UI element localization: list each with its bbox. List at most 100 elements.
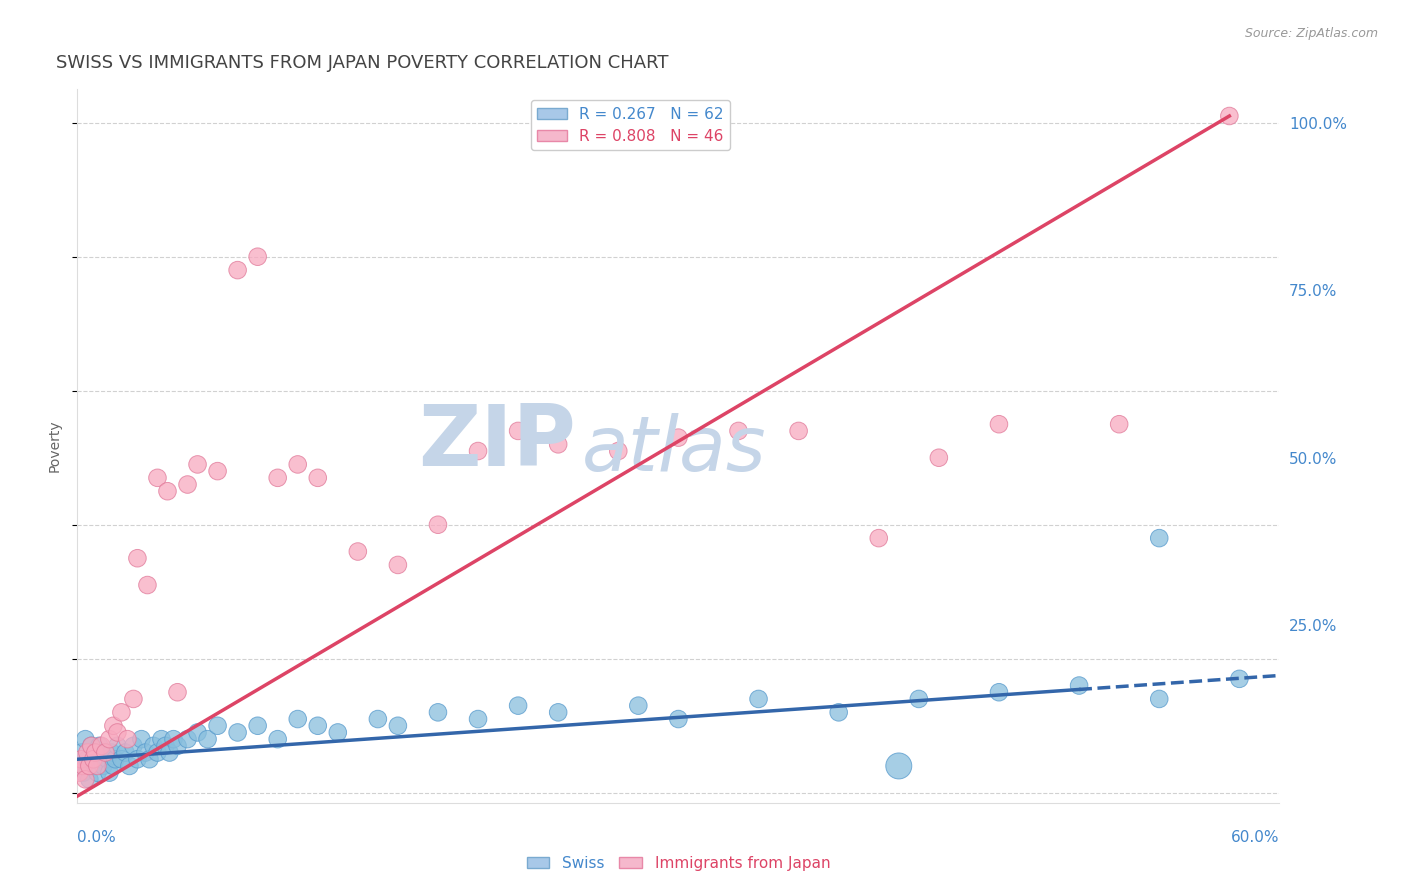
Point [118, 759, 141, 773]
Point [508, 424, 530, 438]
Point [908, 692, 931, 706]
Point [90, 739, 112, 753]
Point [387, 558, 409, 572]
Point [122, 692, 145, 706]
Point [70, 752, 93, 766]
Point [1108, 417, 1130, 432]
Point [607, 444, 630, 458]
Point [80, 739, 103, 753]
Point [104, 752, 127, 766]
Point [1229, 672, 1251, 686]
Point [86, 765, 108, 780]
Point [787, 424, 810, 438]
Point [988, 417, 1011, 432]
Point [146, 471, 169, 485]
Point [82, 759, 104, 773]
Point [159, 746, 181, 760]
Point [387, 719, 409, 733]
Point [427, 517, 450, 532]
Point [103, 719, 125, 733]
Point [96, 752, 118, 766]
Point [82, 752, 104, 766]
Point [86, 759, 108, 773]
Text: ZIP: ZIP [419, 401, 576, 484]
Point [127, 551, 149, 566]
Point [226, 725, 249, 739]
Point [207, 719, 229, 733]
Point [467, 712, 489, 726]
Point [107, 725, 129, 739]
Point [727, 424, 749, 438]
Point [72, 765, 94, 780]
Point [155, 739, 177, 753]
Point [668, 712, 690, 726]
Point [246, 250, 269, 264]
Point [467, 444, 489, 458]
Point [166, 739, 188, 753]
Point [94, 746, 117, 760]
Point [156, 484, 179, 499]
Point [72, 759, 94, 773]
Point [547, 437, 569, 451]
Point [142, 739, 165, 753]
Point [146, 746, 169, 760]
Point [117, 732, 139, 747]
Point [150, 732, 173, 747]
Point [94, 746, 117, 760]
Point [197, 732, 219, 747]
Y-axis label: Poverty: Poverty [48, 420, 62, 472]
Point [138, 752, 160, 766]
Point [508, 698, 530, 713]
Point [100, 746, 122, 760]
Point [114, 746, 136, 760]
Text: 0.0%: 0.0% [77, 830, 117, 845]
Point [76, 752, 98, 766]
Point [166, 685, 188, 699]
Point [207, 464, 229, 478]
Point [427, 706, 450, 720]
Point [98, 765, 121, 780]
Point [90, 752, 112, 766]
Point [176, 477, 198, 491]
Text: atlas: atlas [582, 413, 766, 486]
Point [347, 544, 370, 558]
Point [176, 732, 198, 747]
Point [267, 732, 290, 747]
Point [868, 531, 890, 545]
Point [98, 732, 121, 747]
Point [287, 458, 309, 472]
Point [75, 732, 97, 747]
Point [928, 450, 950, 465]
Point [103, 759, 125, 773]
Point [134, 746, 156, 760]
Point [668, 431, 690, 445]
Point [162, 732, 184, 747]
Point [307, 471, 329, 485]
Point [76, 746, 98, 760]
Point [136, 578, 159, 592]
Point [80, 739, 103, 753]
Text: SWISS VS IMMIGRANTS FROM JAPAN POVERTY CORRELATION CHART: SWISS VS IMMIGRANTS FROM JAPAN POVERTY C… [56, 54, 669, 71]
Point [287, 712, 309, 726]
Point [75, 772, 97, 787]
Point [226, 263, 249, 277]
Text: Source: ZipAtlas.com: Source: ZipAtlas.com [1244, 27, 1378, 40]
Point [748, 692, 770, 706]
Point [84, 746, 107, 760]
Point [627, 698, 650, 713]
Point [187, 458, 209, 472]
Point [307, 719, 329, 733]
Point [84, 746, 107, 760]
Point [187, 725, 209, 739]
Point [547, 706, 569, 720]
Point [887, 759, 910, 773]
Point [1218, 109, 1240, 123]
Point [1149, 692, 1171, 706]
Point [122, 739, 145, 753]
Point [1149, 531, 1171, 545]
Point [89, 739, 111, 753]
Point [110, 706, 132, 720]
Point [326, 725, 349, 739]
Legend: Swiss, Immigrants from Japan: Swiss, Immigrants from Japan [520, 850, 837, 877]
Point [246, 719, 269, 733]
